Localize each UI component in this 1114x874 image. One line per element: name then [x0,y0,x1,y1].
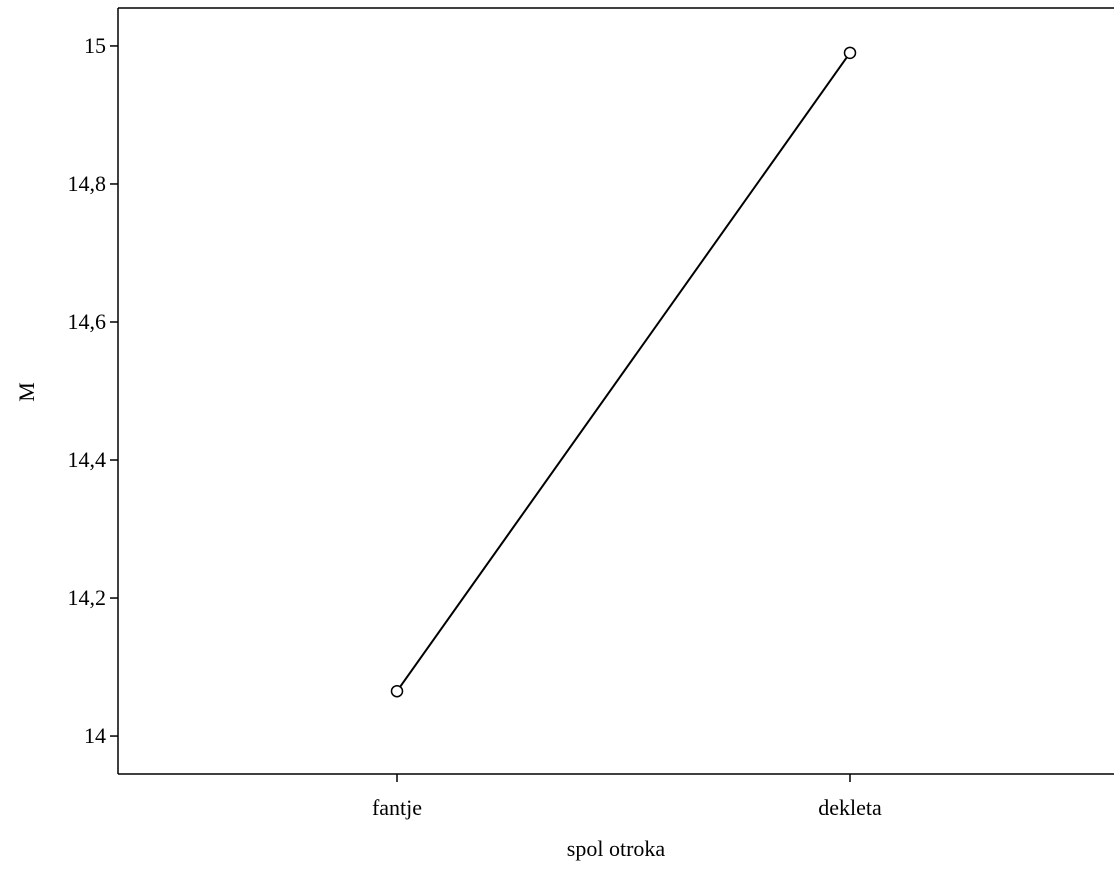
x-tick-label: dekleta [818,795,882,820]
y-tick-label: 15 [84,33,106,58]
x-axis: fantje dekleta [372,774,882,820]
y-axis-title: M [14,382,39,402]
y-tick-label: 14,4 [68,447,107,472]
y-tick-label: 14,8 [68,171,107,196]
data-point [843,46,857,60]
x-tick-label: fantje [372,795,422,820]
y-tick-label: 14,2 [68,585,107,610]
data-point [390,684,404,698]
y-axis: 14 14,2 14,4 14,6 14,8 15 [68,33,118,748]
y-tick-label: 14 [84,723,106,748]
x-axis-title: spol otroka [567,836,666,861]
y-tick-label: 14,6 [68,309,107,334]
series-line [396,52,851,692]
series-layer [390,46,857,698]
plot-frame [117,7,1114,775]
